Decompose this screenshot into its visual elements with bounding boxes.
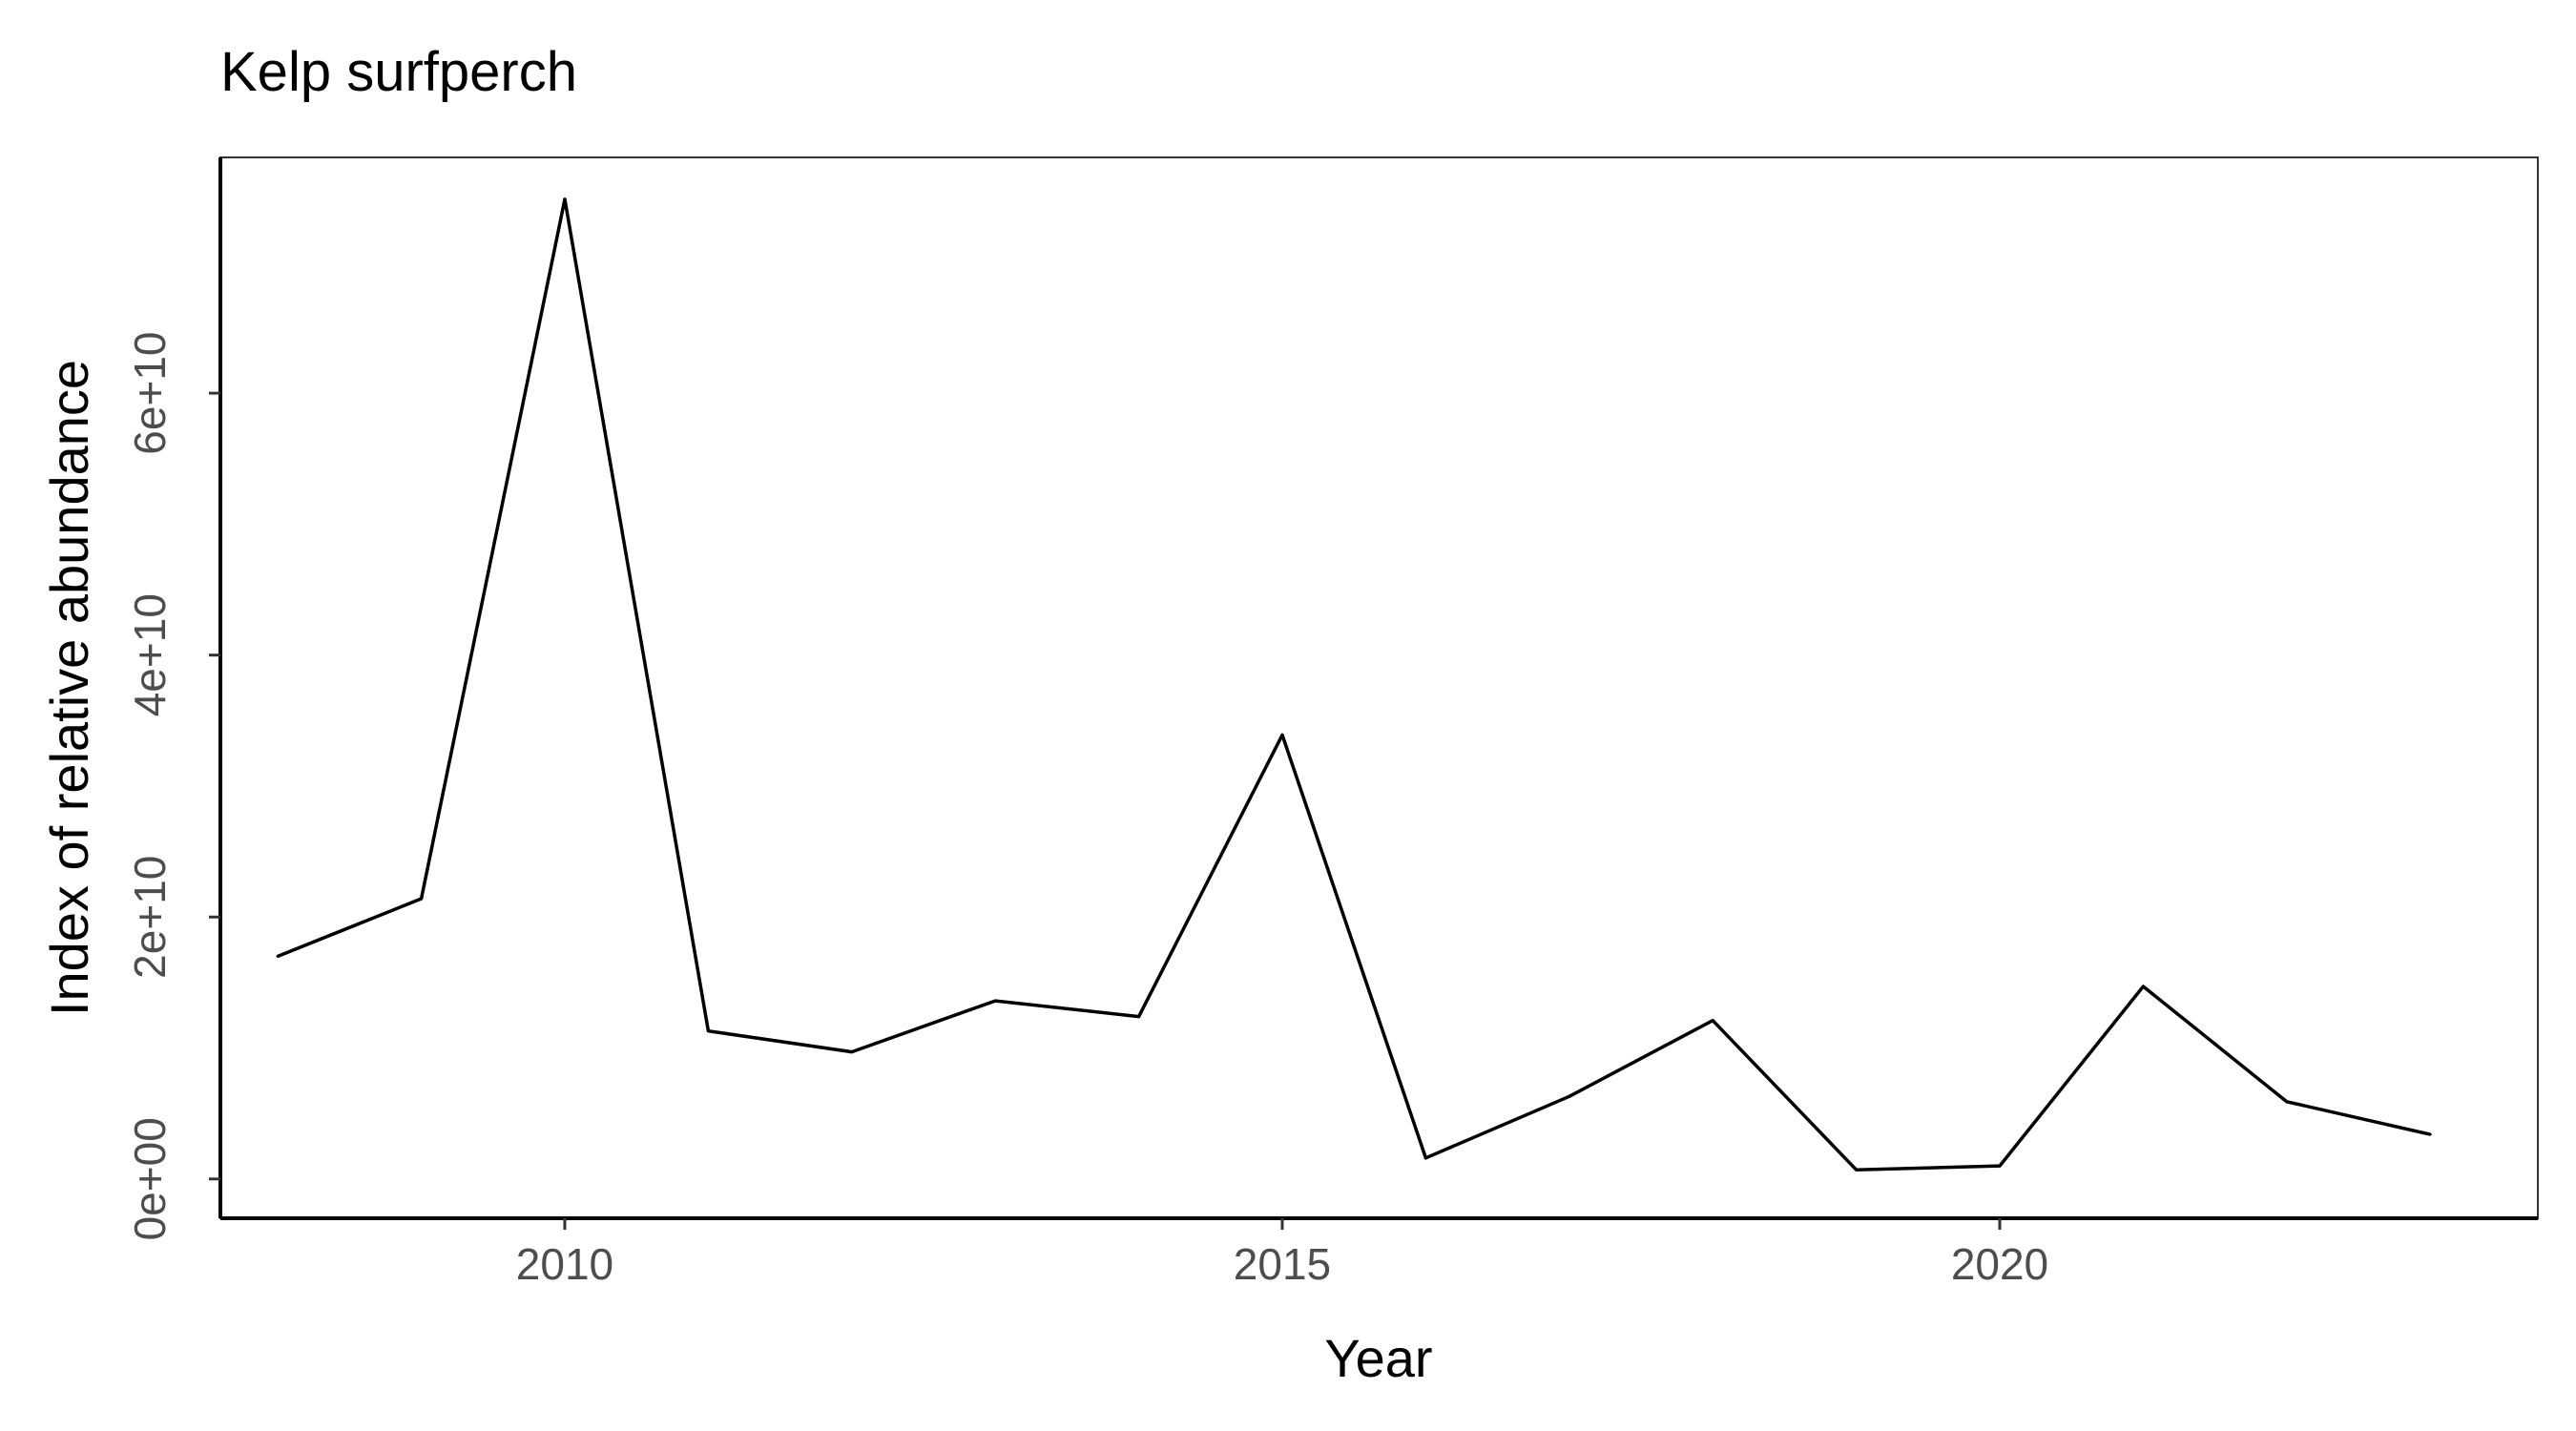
data-point: [2428, 1132, 2432, 1136]
y-axis-title: Index of relative abundance: [39, 360, 99, 1016]
x-axis-title: Year: [1324, 1328, 1432, 1388]
data-point: [2141, 985, 2145, 988]
data-point: [2285, 1100, 2289, 1104]
series-points: [276, 197, 2432, 1172]
data-point: [1855, 1168, 1859, 1172]
x-tick-label: 2020: [1951, 1239, 2048, 1289]
y-tick-label: 6e+10: [125, 332, 175, 455]
y-tick-label: 2e+10: [125, 856, 175, 979]
data-point: [1423, 1156, 1427, 1160]
data-point: [1998, 1164, 2002, 1168]
y-tick-label: 0e+00: [125, 1117, 175, 1240]
data-point: [1280, 733, 1284, 736]
plot-panel: [219, 156, 2539, 1219]
data-point: [1137, 1015, 1141, 1019]
data-point: [563, 197, 567, 201]
y-tick-label: 4e+10: [125, 593, 175, 716]
data-point: [706, 1029, 710, 1033]
data-point: [420, 897, 424, 901]
x-axis-ticks: 2010 2015 2020: [516, 1218, 2048, 1289]
y-axis-ticks: 0e+00 2e+10 4e+10 6e+10: [125, 332, 220, 1240]
data-point: [993, 999, 997, 1003]
chart-title: Kelp surfperch: [220, 41, 577, 103]
data-point: [850, 1050, 854, 1054]
data-point: [1711, 1019, 1714, 1023]
series-line: [277, 197, 2431, 1172]
data-point: [1568, 1094, 1571, 1098]
x-tick-label: 2010: [516, 1239, 613, 1289]
x-tick-label: 2015: [1234, 1239, 1331, 1289]
data-point: [276, 954, 280, 958]
